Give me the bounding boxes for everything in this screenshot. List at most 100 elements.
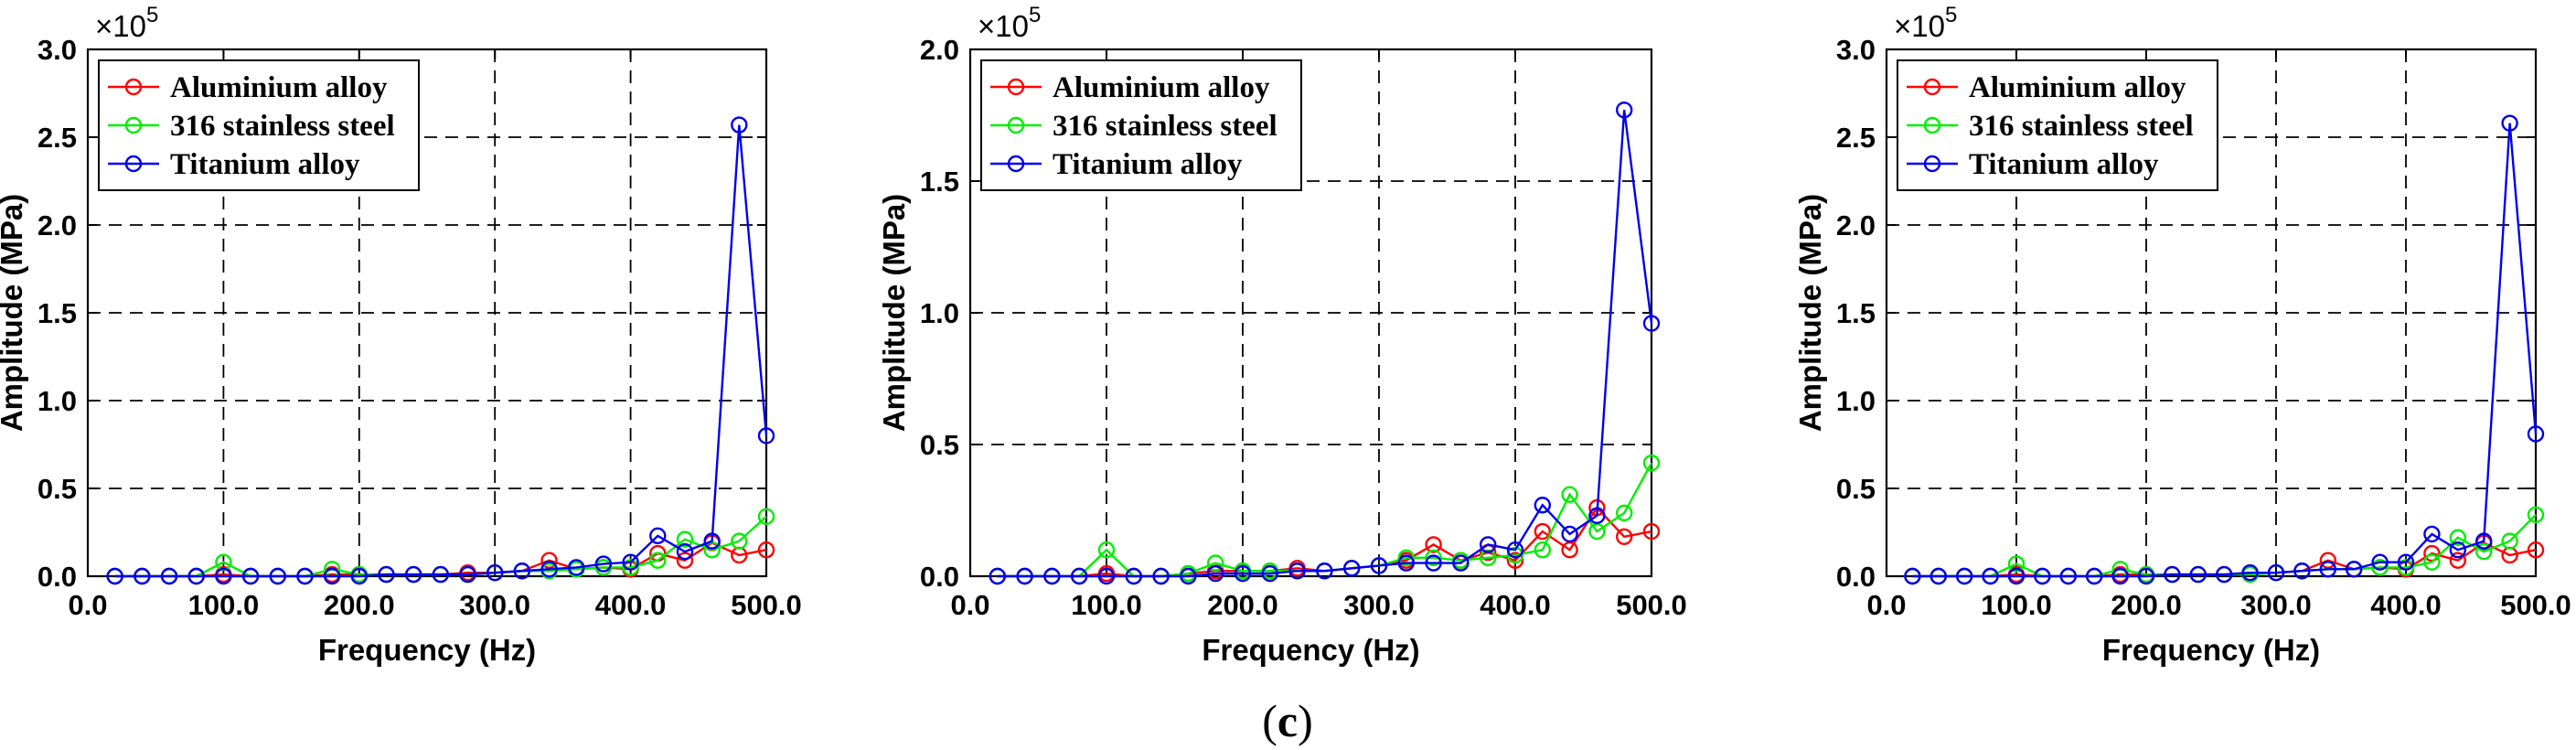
data-point: [269, 567, 286, 585]
data-point: [2293, 562, 2311, 580]
data-point: [1152, 567, 1170, 585]
caption-open: (: [1262, 695, 1277, 746]
y-multiplier: ×105: [978, 3, 1041, 43]
y-tick-label: 1.5: [920, 166, 959, 198]
legend-label: Aluminium alloy: [1053, 71, 1270, 104]
data-point: [649, 527, 667, 545]
x-axis-label: Frequency (Hz): [318, 633, 536, 667]
data-point: [1397, 549, 1416, 567]
data-point: [1479, 536, 1497, 553]
data-point: [241, 567, 260, 585]
data-point: [2007, 555, 2026, 573]
data-point: [1506, 541, 1524, 559]
y-tick-label: 0.5: [1836, 473, 1876, 505]
data-point: [106, 567, 123, 585]
data-point: [2397, 553, 2415, 571]
data-point: [1615, 102, 1633, 119]
data-point: [2527, 425, 2545, 443]
data-point: [187, 567, 205, 585]
x-tick-label: 500.0: [1616, 589, 1687, 621]
x-tick-label: 200.0: [2111, 589, 2182, 621]
data-point: [2527, 541, 2545, 559]
data-point: [1642, 522, 1661, 541]
data-point: [1097, 567, 1116, 585]
data-point: [432, 565, 450, 584]
series-line: [1912, 123, 2538, 578]
data-point: [1479, 549, 1497, 567]
data-point: [296, 567, 314, 585]
caption-close: ): [1298, 695, 1313, 746]
y-multiplier: ×105: [95, 3, 158, 43]
data-point: [2215, 565, 2233, 584]
data-point: [2474, 542, 2493, 561]
data-point: [2423, 553, 2441, 571]
y-tick-label: 1.0: [1836, 385, 1876, 417]
x-tick-label: 300.0: [459, 589, 530, 621]
data-point: [703, 541, 721, 559]
legend-swatch-marker: [1923, 116, 1941, 134]
data-point: [160, 567, 178, 585]
data-point: [2474, 532, 2493, 550]
data-point: [2189, 565, 2207, 584]
legend-label: 316 stainless steel: [1053, 110, 1277, 143]
legend-swatch-marker: [1007, 155, 1025, 173]
legend-label: 316 stainless steel: [1969, 110, 2194, 143]
x-tick-label: 400.0: [2370, 589, 2442, 621]
data-point: [1316, 562, 1333, 580]
data-point: [1125, 567, 1143, 585]
y-tick-label: 1.5: [1836, 297, 1876, 329]
data-point: [350, 567, 368, 585]
legend-swatch-marker: [1007, 116, 1025, 134]
data-point: [1615, 504, 1633, 522]
data-point: [2267, 563, 2285, 582]
data-point: [1016, 567, 1033, 585]
data-point: [731, 116, 748, 134]
y-tick-label: 1.0: [37, 385, 77, 417]
x-axis-label: Frequency (Hz): [1202, 633, 1419, 667]
x-tick-label: 400.0: [1480, 589, 1551, 621]
data-point: [1534, 541, 1552, 559]
x-tick-label: 200.0: [1207, 589, 1278, 621]
chart-panel-2: 0.0 100.0 200.0 300.0 400.0 500.0 0.0 0.5 1.0 1.5…: [877, 3, 1687, 667]
data-point: [1070, 567, 1088, 585]
x-tick-label: 0.0: [68, 589, 107, 621]
y-tick-label: 2.5: [37, 122, 77, 154]
data-point: [1904, 567, 1921, 585]
x-axis-label: Frequency (Hz): [2102, 633, 2320, 667]
data-point: [2059, 567, 2078, 585]
series-line: [997, 110, 1653, 578]
legend-swatch-marker: [124, 78, 143, 96]
data-point: [1929, 567, 1948, 585]
data-point: [1561, 541, 1578, 559]
data-point: [1425, 554, 1442, 572]
x-tick-label: 300.0: [2240, 589, 2312, 621]
data-point: [2319, 561, 2337, 578]
x-tick-label: 300.0: [1343, 589, 1415, 621]
series-line: [114, 124, 768, 578]
data-point: [323, 567, 341, 585]
x-tick-label: 500.0: [2500, 589, 2571, 621]
data-point: [1288, 562, 1306, 580]
data-point: [2397, 559, 2415, 576]
data-point: [1615, 528, 1633, 545]
data-point: [2371, 559, 2389, 576]
data-point: [486, 563, 504, 582]
legend: Aluminium alloy 316 stainless steel Titani…: [98, 59, 420, 191]
y-tick-label: 0.5: [37, 473, 77, 505]
data-point: [1955, 567, 1973, 585]
y-tick-label: 2.0: [920, 34, 959, 66]
data-point: [731, 532, 748, 550]
figure-caption: (c): [1262, 695, 1313, 746]
data-point: [540, 552, 558, 569]
y-tick-label: 0.0: [920, 561, 959, 593]
data-point: [1206, 564, 1224, 583]
data-point: [1982, 567, 1999, 585]
y-tick-label: 0.5: [920, 429, 959, 461]
legend-label: Aluminium alloy: [170, 71, 388, 104]
data-point: [2371, 553, 2389, 571]
data-point: [622, 553, 639, 571]
series-titanium: [106, 116, 775, 585]
data-point: [459, 565, 476, 584]
data-point: [1588, 507, 1606, 524]
